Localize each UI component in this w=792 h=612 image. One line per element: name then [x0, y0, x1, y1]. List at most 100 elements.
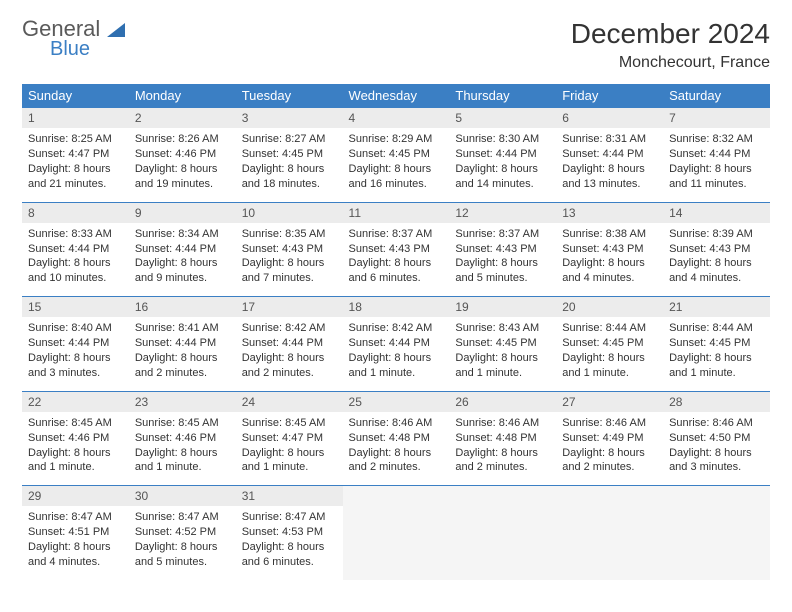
day-cell: Sunrise: 8:44 AMSunset: 4:45 PMDaylight:… — [663, 317, 770, 391]
day-cell: Sunrise: 8:35 AMSunset: 4:43 PMDaylight:… — [236, 223, 343, 297]
day-cell — [556, 506, 663, 579]
sunset-line: Sunset: 4:44 PM — [242, 336, 337, 351]
day-cell: Sunrise: 8:46 AMSunset: 4:50 PMDaylight:… — [663, 412, 770, 486]
sunrise-line: Sunrise: 8:47 AM — [242, 510, 337, 525]
sunrise-line: Sunrise: 8:42 AM — [242, 321, 337, 336]
day-number: 7 — [663, 108, 770, 129]
sunrise-line: Sunrise: 8:45 AM — [135, 416, 230, 431]
sunrise-line: Sunrise: 8:41 AM — [135, 321, 230, 336]
sunrise-line: Sunrise: 8:40 AM — [28, 321, 123, 336]
daylight-line: Daylight: 8 hours and 6 minutes. — [349, 256, 444, 286]
logo-sail-icon — [107, 21, 127, 43]
daylight-line: Daylight: 8 hours and 6 minutes. — [242, 540, 337, 570]
sunset-line: Sunset: 4:49 PM — [562, 431, 657, 446]
day-number-row: 293031 — [22, 486, 770, 507]
day-number — [343, 486, 450, 507]
sunrise-line: Sunrise: 8:37 AM — [349, 227, 444, 242]
weekday-header: Friday — [556, 84, 663, 108]
day-cell: Sunrise: 8:25 AMSunset: 4:47 PMDaylight:… — [22, 128, 129, 202]
daylight-line: Daylight: 8 hours and 5 minutes. — [455, 256, 550, 286]
day-number: 21 — [663, 297, 770, 318]
location: Monchecourt, France — [571, 54, 770, 72]
day-number: 1 — [22, 108, 129, 129]
day-cell: Sunrise: 8:43 AMSunset: 4:45 PMDaylight:… — [449, 317, 556, 391]
sunset-line: Sunset: 4:43 PM — [349, 242, 444, 257]
day-content-row: Sunrise: 8:25 AMSunset: 4:47 PMDaylight:… — [22, 128, 770, 202]
sunset-line: Sunset: 4:50 PM — [669, 431, 764, 446]
day-number: 22 — [22, 391, 129, 412]
sunrise-line: Sunrise: 8:33 AM — [28, 227, 123, 242]
day-number — [556, 486, 663, 507]
weekday-header: Thursday — [449, 84, 556, 108]
sunrise-line: Sunrise: 8:35 AM — [242, 227, 337, 242]
header: General Blue December 2024 Monchecourt, … — [22, 18, 770, 72]
daylight-line: Daylight: 8 hours and 11 minutes. — [669, 162, 764, 192]
sunrise-line: Sunrise: 8:39 AM — [669, 227, 764, 242]
sunrise-line: Sunrise: 8:38 AM — [562, 227, 657, 242]
sunset-line: Sunset: 4:51 PM — [28, 525, 123, 540]
day-cell: Sunrise: 8:45 AMSunset: 4:47 PMDaylight:… — [236, 412, 343, 486]
day-number: 6 — [556, 108, 663, 129]
day-content-row: Sunrise: 8:40 AM Sunset: 4:44 PM Daylight:… — [22, 317, 770, 391]
sunrise-line: Sunrise: 8:26 AM — [135, 132, 230, 147]
daylight-line: Daylight: 8 hours and 4 minutes. — [669, 256, 764, 286]
sunset-line: Sunset: 4:44 PM — [455, 147, 550, 162]
day-cell: Sunrise: 8:26 AMSunset: 4:46 PMDaylight:… — [129, 128, 236, 202]
sunset-line: Sunset: 4:44 PM — [669, 147, 764, 162]
day-number: 17 — [236, 297, 343, 318]
daylight-line: Daylight: 8 hours and 1 minute. — [669, 351, 764, 381]
day-cell: Sunrise: 8:47 AMSunset: 4:52 PMDaylight:… — [129, 506, 236, 579]
day-cell: Sunrise: 8:27 AMSunset: 4:45 PMDaylight:… — [236, 128, 343, 202]
day-number: 20 — [556, 297, 663, 318]
day-number: 16 — [129, 297, 236, 318]
sunrise-line: Sunrise: 8:25 AM — [28, 132, 123, 147]
daylight-line: Daylight: 8 hours and 1 minute. — [28, 446, 123, 476]
day-number — [449, 486, 556, 507]
day-cell: Sunrise: 8:46 AMSunset: 4:49 PMDaylight:… — [556, 412, 663, 486]
day-number: 5 — [449, 108, 556, 129]
sunrise-line: Sunrise: 8:46 AM — [455, 416, 550, 431]
sunrise-line: Sunrise: 8:27 AM — [242, 132, 337, 147]
daylight-line: Daylight: 8 hours and 16 minutes. — [349, 162, 444, 192]
day-content-row: Sunrise: 8:33 AMSunset: 4:44 PM Daylight:… — [22, 223, 770, 297]
day-number: 19 — [449, 297, 556, 318]
daylight-line: Daylight: 8 hours and 21 minutes. — [28, 162, 123, 192]
sunset-line: Sunset: 4:46 PM — [135, 431, 230, 446]
daylight-line: Daylight: 8 hours and 4 minutes. — [28, 540, 123, 570]
sunset-line: Sunset: 4:48 PM — [455, 431, 550, 446]
sunrise-line: Sunrise: 8:46 AM — [349, 416, 444, 431]
day-number: 31 — [236, 486, 343, 507]
sunrise-line: Sunrise: 8:31 AM — [562, 132, 657, 147]
daylight-line: Daylight: 8 hours and 1 minute. — [349, 351, 444, 381]
day-cell: Sunrise: 8:40 AMSunset: 4:44 PMDaylight:… — [22, 317, 129, 391]
day-cell: Sunrise: 8:45 AMSunset: 4:46 PMDaylight:… — [129, 412, 236, 486]
sunset-line: Sunset: 4:45 PM — [242, 147, 337, 162]
day-cell: Sunrise: 8:46 AMSunset: 4:48 PMDaylight:… — [449, 412, 556, 486]
day-cell: Sunrise: 8:39 AMSunset: 4:43 PMDaylight:… — [663, 223, 770, 297]
day-number: 8 — [22, 202, 129, 223]
sunset-line: Sunset: 4:47 PM — [28, 147, 123, 162]
sunset-line: Sunset: 4:43 PM — [562, 242, 657, 257]
day-cell — [449, 506, 556, 579]
day-cell — [343, 506, 450, 579]
sunrise-line: Sunrise: 8:47 AM — [28, 510, 123, 525]
sunset-line: Sunset: 4:45 PM — [669, 336, 764, 351]
sunset-line: Sunset: 4:45 PM — [455, 336, 550, 351]
month-title: December 2024 — [571, 18, 770, 50]
day-number: 14 — [663, 202, 770, 223]
day-number: 24 — [236, 391, 343, 412]
day-number: 29 — [22, 486, 129, 507]
sunrise-line: Sunrise: 8:47 AM — [135, 510, 230, 525]
daylight-line: Daylight: 8 hours and 1 minute. — [455, 351, 550, 381]
day-cell — [663, 506, 770, 579]
sunset-line: Sunset: 4:43 PM — [669, 242, 764, 257]
day-number: 26 — [449, 391, 556, 412]
sunset-line: Sunset: 4:44 PM — [28, 242, 123, 257]
daylight-line: Daylight: 8 hours and 2 minutes. — [349, 446, 444, 476]
day-cell: Sunrise: 8:45 AMSunset: 4:46 PMDaylight:… — [22, 412, 129, 486]
day-number: 12 — [449, 202, 556, 223]
sunrise-line: Sunrise: 8:37 AM — [455, 227, 550, 242]
sunrise-line: Sunrise: 8:46 AM — [562, 416, 657, 431]
daylight-line: Daylight: 8 hours and 18 minutes. — [242, 162, 337, 192]
day-number: 10 — [236, 202, 343, 223]
